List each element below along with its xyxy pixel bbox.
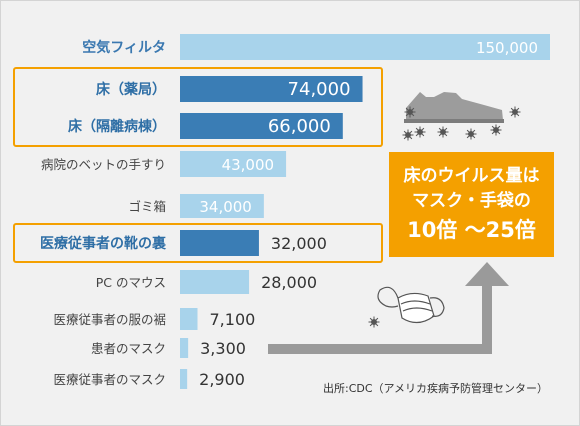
value-labels: 150,000 74,000 66,000 43,000 34,000 32,000 28,… — [199, 39, 538, 389]
bar — [180, 308, 198, 330]
callout-line-3: 10倍 ～25倍 — [407, 218, 536, 242]
virus-icon — [414, 126, 426, 138]
category-label: 医療従事者のマスク — [53, 372, 166, 387]
category-label: 患者のマスク — [91, 341, 166, 356]
value-label: 2,900 — [199, 370, 245, 389]
shoe-icon — [404, 92, 504, 123]
highlight-box — [13, 67, 383, 147]
value-label: 34,000 — [199, 198, 252, 216]
virus-icon — [465, 128, 477, 140]
bar — [180, 76, 363, 102]
value-label: 74,000 — [288, 79, 351, 100]
callout-line-1: 床のウイルス量は — [403, 166, 540, 186]
category-label: 床（薬局） — [96, 81, 166, 98]
virus-icon — [402, 129, 414, 141]
bars — [180, 34, 550, 389]
bar — [180, 270, 250, 294]
bar — [180, 34, 550, 60]
value-label: 28,000 — [261, 273, 317, 292]
category-label: 病院のベットの手すり — [41, 157, 166, 172]
virus-icon — [509, 106, 521, 118]
source-note: 出所:CDC（アメリカ疾病予防管理センター） — [323, 381, 548, 395]
virus-icons — [368, 106, 521, 328]
virus-icon — [437, 126, 449, 138]
bar — [180, 151, 287, 177]
bar — [180, 194, 264, 218]
category-label: 空気フィルタ — [82, 39, 166, 56]
category-label: 医療従事者の服の裾 — [53, 312, 166, 327]
value-label: 150,000 — [476, 39, 538, 57]
value-label: 7,100 — [210, 310, 256, 329]
value-label: 3,300 — [200, 339, 246, 358]
category-label: PC のマウス — [96, 275, 166, 290]
category-label: ゴミ箱 — [128, 199, 166, 214]
bar — [180, 113, 343, 139]
virus-icon — [368, 316, 380, 328]
virus-icon — [490, 124, 502, 136]
callout-box: 床のウイルス量は マスク・手袋の 10倍 ～25倍 — [389, 152, 554, 257]
virus-icon — [404, 106, 416, 118]
callout-line-2: マスク・手袋の — [412, 191, 531, 211]
arrow — [268, 262, 509, 354]
bar — [180, 338, 189, 358]
highlight-box — [13, 223, 383, 263]
value-label: 66,000 — [268, 116, 331, 137]
bar — [180, 230, 259, 256]
highlight-boxes — [13, 67, 383, 263]
bar — [180, 369, 188, 389]
value-label: 32,000 — [271, 234, 327, 253]
category-label: 床（隔離病棟） — [68, 118, 166, 135]
category-label: 医療従事者の靴の裏 — [40, 235, 167, 252]
value-label: 43,000 — [222, 156, 275, 174]
mask-icon — [377, 286, 445, 324]
